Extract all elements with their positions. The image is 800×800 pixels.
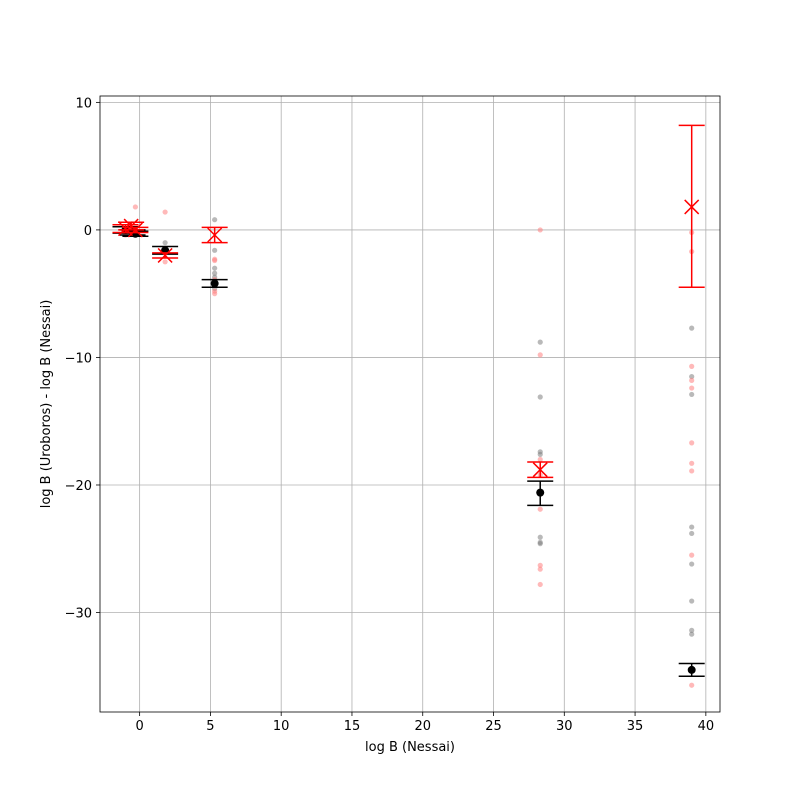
raw-point-red xyxy=(689,377,695,384)
summary-point-red xyxy=(527,461,554,479)
summary-point-black xyxy=(201,278,228,289)
raw-point-black xyxy=(537,534,543,540)
raw-point-black xyxy=(212,270,218,276)
x-marker-stroke xyxy=(157,247,173,263)
y-tick-label: −30 xyxy=(65,607,92,622)
x-marker-stroke xyxy=(684,199,700,215)
raw-point-red xyxy=(537,352,543,358)
dot-marker xyxy=(687,665,696,674)
raw-point-red xyxy=(689,460,695,466)
raw-point-red xyxy=(537,566,543,572)
raw-point-red xyxy=(537,227,543,233)
y-axis-ticks: 10 0 −10 −20 −30 xyxy=(65,96,100,622)
y-tick-label: −10 xyxy=(65,351,92,366)
x-axis-ticks: 0 5 10 15 20 25 30 35 40 xyxy=(135,712,714,734)
raw-point-black xyxy=(689,373,695,380)
grid-lines xyxy=(100,96,720,712)
raw-point-black xyxy=(689,391,695,398)
raw-point-red xyxy=(212,291,218,297)
x-tick-label: 30 xyxy=(556,719,573,734)
x-tick-label: 10 xyxy=(273,719,290,734)
raw-point-black xyxy=(689,631,695,637)
x-marker-stroke xyxy=(532,462,548,478)
summary-point-red xyxy=(201,226,228,244)
raw-point-red xyxy=(162,209,168,215)
raw-point-red xyxy=(689,385,695,391)
x-axis-label: log B (Nessai) xyxy=(365,740,455,755)
raw-point-red xyxy=(537,506,543,512)
raw-point-red xyxy=(689,440,695,446)
x-tick-label: 0 xyxy=(135,719,143,734)
y-axis-label: log B (Uroboros) - log B (Nessai) xyxy=(39,300,54,509)
x-tick-label: 40 xyxy=(698,719,715,734)
y-tick-label: 0 xyxy=(84,224,92,239)
summary-point-red xyxy=(152,247,179,263)
summary-point-black xyxy=(678,662,705,678)
raw-point-black xyxy=(537,451,543,457)
raw-point-black xyxy=(689,524,695,530)
summary-point-red xyxy=(678,124,705,289)
raw-point-red xyxy=(537,456,543,463)
raw-point-black xyxy=(689,325,695,331)
y-tick-label: 10 xyxy=(75,96,92,111)
raw-point-red xyxy=(537,562,543,568)
raw-point-red xyxy=(537,581,543,588)
x-tick-label: 5 xyxy=(206,719,214,734)
dot-marker xyxy=(210,279,219,288)
x-tick-label: 25 xyxy=(485,719,502,734)
raw-point-black xyxy=(537,394,543,400)
raw-point-red xyxy=(689,363,695,369)
x-tick-label: 20 xyxy=(414,719,431,734)
dot-marker xyxy=(536,488,545,497)
x-marker-stroke xyxy=(127,222,143,238)
x-marker-stroke xyxy=(207,227,223,243)
y-tick-label: −20 xyxy=(65,479,92,494)
raw-point-black xyxy=(689,598,695,604)
raw-point-red xyxy=(132,204,138,210)
raw-point-red xyxy=(689,552,695,558)
raw-point-black xyxy=(212,217,218,223)
raw-point-red xyxy=(689,682,695,688)
summary-point-black xyxy=(527,480,554,507)
raw-points-layer xyxy=(122,204,695,688)
raw-point-black xyxy=(537,541,543,547)
x-tick-label: 15 xyxy=(344,719,361,734)
summary-points-layer xyxy=(112,124,705,678)
raw-point-black xyxy=(689,530,695,537)
raw-point-red xyxy=(162,259,168,265)
summary-point-red xyxy=(122,222,149,238)
raw-point-black xyxy=(689,627,695,633)
raw-point-red xyxy=(689,468,695,474)
raw-point-black xyxy=(212,247,218,253)
raw-point-black xyxy=(689,561,695,567)
plot-frame xyxy=(99,95,721,713)
raw-point-red xyxy=(212,257,218,264)
x-tick-label: 35 xyxy=(627,719,644,734)
raw-point-black xyxy=(162,240,168,246)
raw-point-black xyxy=(212,265,218,271)
raw-point-black xyxy=(537,339,543,345)
